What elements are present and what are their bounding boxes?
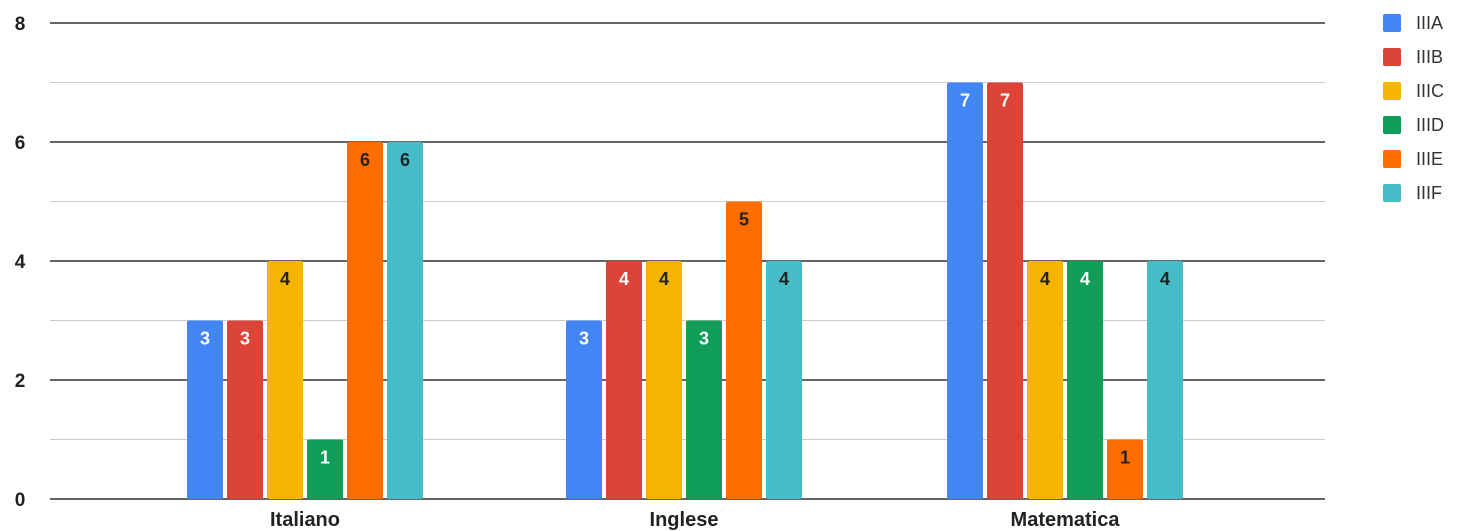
- bar-iiid-inglese: [686, 320, 722, 499]
- bar-iiif-matematica: [1147, 261, 1183, 499]
- bar-iiib-matematica: [987, 82, 1023, 499]
- bar-iiid-italiano: [307, 439, 343, 499]
- bar-iiia-matematica: [947, 82, 983, 499]
- y-tick-label: 2: [15, 371, 26, 392]
- y-tick-label: 0: [15, 490, 26, 511]
- data-label: 4: [1080, 269, 1090, 289]
- data-label: 4: [1160, 269, 1170, 289]
- legend-swatch-iiib: [1383, 48, 1401, 66]
- label-layer: 3 3 4 1 6 6 3 4 4 3 5 4 7 7 4 4 1 4: [200, 91, 1170, 468]
- data-label: 7: [1000, 91, 1010, 111]
- y-tick-label: 8: [15, 14, 26, 35]
- x-category-label: Matematica: [1011, 509, 1121, 531]
- data-label: 4: [280, 269, 290, 289]
- legend-swatch-iiif: [1383, 184, 1401, 202]
- data-label: 1: [320, 448, 330, 468]
- bar-iiia-inglese: [566, 320, 602, 499]
- bar-iiib-inglese: [606, 261, 642, 499]
- data-label: 4: [779, 269, 789, 289]
- y-tick-label: 6: [15, 133, 26, 154]
- bar-iiia-italiano: [187, 320, 223, 499]
- data-label: 4: [1040, 269, 1050, 289]
- bar-iiif-inglese: [766, 261, 802, 499]
- data-label: 3: [699, 329, 709, 349]
- bar-iiid-matematica: [1067, 261, 1103, 499]
- bar-iiib-italiano: [227, 320, 263, 499]
- legend-swatch-iiia: [1383, 14, 1401, 32]
- legend-swatch-iiic: [1383, 82, 1401, 100]
- x-category-label: Italiano: [270, 509, 340, 531]
- bar-layer: [187, 82, 1183, 499]
- data-label: 3: [579, 329, 589, 349]
- data-label: 4: [619, 269, 629, 289]
- data-label: 6: [400, 150, 410, 170]
- bar-iiic-inglese: [646, 261, 682, 499]
- data-label: 7: [960, 91, 970, 111]
- bar-iiie-inglese: [726, 201, 762, 499]
- y-tick-label: 4: [15, 252, 26, 273]
- data-label: 6: [360, 150, 370, 170]
- data-label: 5: [739, 210, 749, 230]
- legend-label-iiid: IIID: [1416, 115, 1444, 135]
- x-category-label: Inglese: [650, 509, 719, 531]
- axis-layer: 0 2 4 6 8 Italiano Inglese Matematica: [15, 14, 1121, 531]
- bar-iiif-italiano: [387, 142, 423, 499]
- legend-label-iiib: IIIB: [1416, 47, 1443, 67]
- legend-swatch-iiie: [1383, 150, 1401, 168]
- data-label: 3: [200, 329, 210, 349]
- legend: IIIA IIIB IIIC IIID IIIE IIIF: [1383, 13, 1444, 203]
- legend-label-iiia: IIIA: [1416, 13, 1443, 33]
- data-label: 3: [240, 329, 250, 349]
- bar-iiic-italiano: [267, 261, 303, 499]
- data-label: 1: [1120, 448, 1130, 468]
- legend-swatch-iiid: [1383, 116, 1401, 134]
- legend-label-iiie: IIIE: [1416, 149, 1443, 169]
- bar-iiic-matematica: [1027, 261, 1063, 499]
- bar-iiie-matematica: [1107, 439, 1143, 499]
- data-label: 4: [659, 269, 669, 289]
- legend-label-iiif: IIIF: [1416, 183, 1442, 203]
- bar-iiie-italiano: [347, 142, 383, 499]
- legend-label-iiic: IIIC: [1416, 81, 1444, 101]
